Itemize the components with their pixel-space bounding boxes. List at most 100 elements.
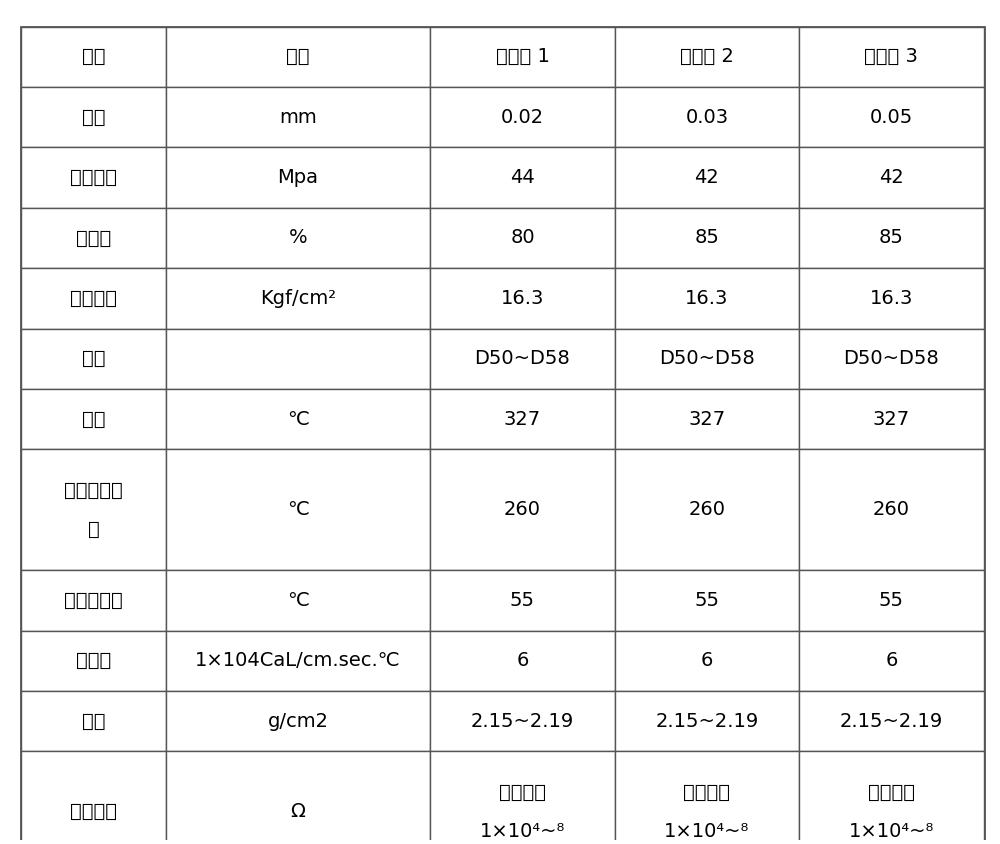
Bar (430, 26, 615, 87)
Text: 327: 327 (688, 409, 725, 429)
Bar (21, 449, 166, 571)
Bar (615, 751, 799, 844)
Bar (21, 630, 166, 691)
Text: 1×10⁴~⁸: 1×10⁴~⁸ (849, 821, 934, 841)
Text: （黑色）: （黑色） (683, 783, 730, 802)
Text: 抗拉强度: 抗拉强度 (70, 168, 117, 187)
Bar (166, 148, 430, 208)
Text: 44: 44 (510, 168, 535, 187)
Text: mm: mm (279, 108, 317, 127)
Bar (166, 26, 430, 87)
Bar (615, 87, 799, 148)
Bar (430, 268, 615, 328)
Text: 16.3: 16.3 (501, 289, 544, 308)
Text: （黑色）: （黑色） (868, 783, 915, 802)
Bar (21, 751, 166, 844)
Bar (166, 691, 430, 751)
Text: 连续使用温: 连续使用温 (64, 481, 123, 500)
Text: 1×10⁴~⁸: 1×10⁴~⁸ (480, 821, 565, 841)
Text: （黑色）: （黑色） (499, 783, 546, 802)
Text: 实施例 1: 实施例 1 (496, 47, 549, 66)
Bar (430, 328, 615, 389)
Bar (21, 571, 166, 630)
Text: D50~D58: D50~D58 (475, 349, 570, 368)
Text: 16.3: 16.3 (870, 289, 913, 308)
Text: 6: 6 (701, 652, 713, 670)
Bar (166, 87, 430, 148)
Text: 80: 80 (510, 229, 535, 247)
Text: %: % (289, 229, 307, 247)
Text: 327: 327 (504, 409, 541, 429)
Text: 260: 260 (873, 500, 910, 519)
Bar (615, 148, 799, 208)
Bar (799, 571, 984, 630)
Text: 度: 度 (88, 520, 100, 538)
Text: 伸长率: 伸长率 (76, 229, 111, 247)
Bar (166, 389, 430, 449)
Bar (799, 148, 984, 208)
Text: Mpa: Mpa (278, 168, 319, 187)
Text: 热导率: 热导率 (76, 652, 111, 670)
Text: 硬度: 硬度 (82, 349, 105, 368)
Bar (21, 26, 166, 87)
Text: D50~D58: D50~D58 (844, 349, 939, 368)
Bar (615, 449, 799, 571)
Text: 1×104CaL/cm.sec.℃: 1×104CaL/cm.sec.℃ (195, 652, 401, 670)
Text: ℃: ℃ (287, 591, 309, 610)
Bar (166, 328, 430, 389)
Text: 260: 260 (504, 500, 541, 519)
Bar (430, 449, 615, 571)
Text: 2.15~2.19: 2.15~2.19 (471, 711, 574, 731)
Text: 85: 85 (879, 229, 904, 247)
Bar (21, 148, 166, 208)
Bar (615, 208, 799, 268)
Bar (799, 268, 984, 328)
Text: 42: 42 (695, 168, 719, 187)
Text: ℃: ℃ (287, 409, 309, 429)
Bar (615, 268, 799, 328)
Text: 6: 6 (885, 652, 898, 670)
Text: D50~D58: D50~D58 (659, 349, 755, 368)
Bar (799, 449, 984, 571)
Bar (430, 208, 615, 268)
Bar (430, 148, 615, 208)
Text: 项目: 项目 (82, 47, 105, 66)
Bar (799, 328, 984, 389)
Bar (615, 26, 799, 87)
Text: 55: 55 (879, 591, 904, 610)
Text: g/cm2: g/cm2 (268, 711, 329, 731)
Text: 2.15~2.19: 2.15~2.19 (840, 711, 943, 731)
Text: 实施例 3: 实施例 3 (864, 47, 918, 66)
Bar (21, 328, 166, 389)
Bar (615, 328, 799, 389)
Bar (166, 268, 430, 328)
Bar (799, 26, 984, 87)
Bar (21, 208, 166, 268)
Bar (615, 389, 799, 449)
Bar (166, 208, 430, 268)
Text: Kgf/cm²: Kgf/cm² (260, 289, 336, 308)
Text: Ω: Ω (291, 802, 306, 821)
Bar (430, 87, 615, 148)
Bar (430, 751, 615, 844)
Text: 0.05: 0.05 (870, 108, 913, 127)
Text: 表面电阻: 表面电阻 (70, 802, 117, 821)
Text: 16.3: 16.3 (685, 289, 729, 308)
Text: 比重: 比重 (82, 711, 105, 731)
Text: 327: 327 (873, 409, 910, 429)
Text: 55: 55 (694, 591, 719, 610)
Bar (166, 571, 430, 630)
Text: 0.02: 0.02 (501, 108, 544, 127)
Bar (21, 389, 166, 449)
Text: 实施例 2: 实施例 2 (680, 47, 734, 66)
Text: 熔点: 熔点 (82, 409, 105, 429)
Bar (799, 630, 984, 691)
Text: 厚度: 厚度 (82, 108, 105, 127)
Bar (21, 268, 166, 328)
Bar (166, 449, 430, 571)
Text: 2.15~2.19: 2.15~2.19 (655, 711, 759, 731)
Text: 0.03: 0.03 (685, 108, 728, 127)
Text: 单位: 单位 (286, 47, 310, 66)
Text: ℃: ℃ (287, 500, 309, 519)
Bar (799, 389, 984, 449)
